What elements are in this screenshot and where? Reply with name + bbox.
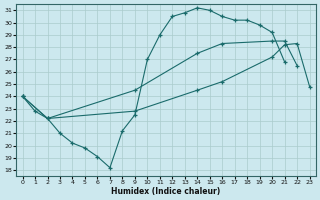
X-axis label: Humidex (Indice chaleur): Humidex (Indice chaleur) bbox=[111, 187, 221, 196]
